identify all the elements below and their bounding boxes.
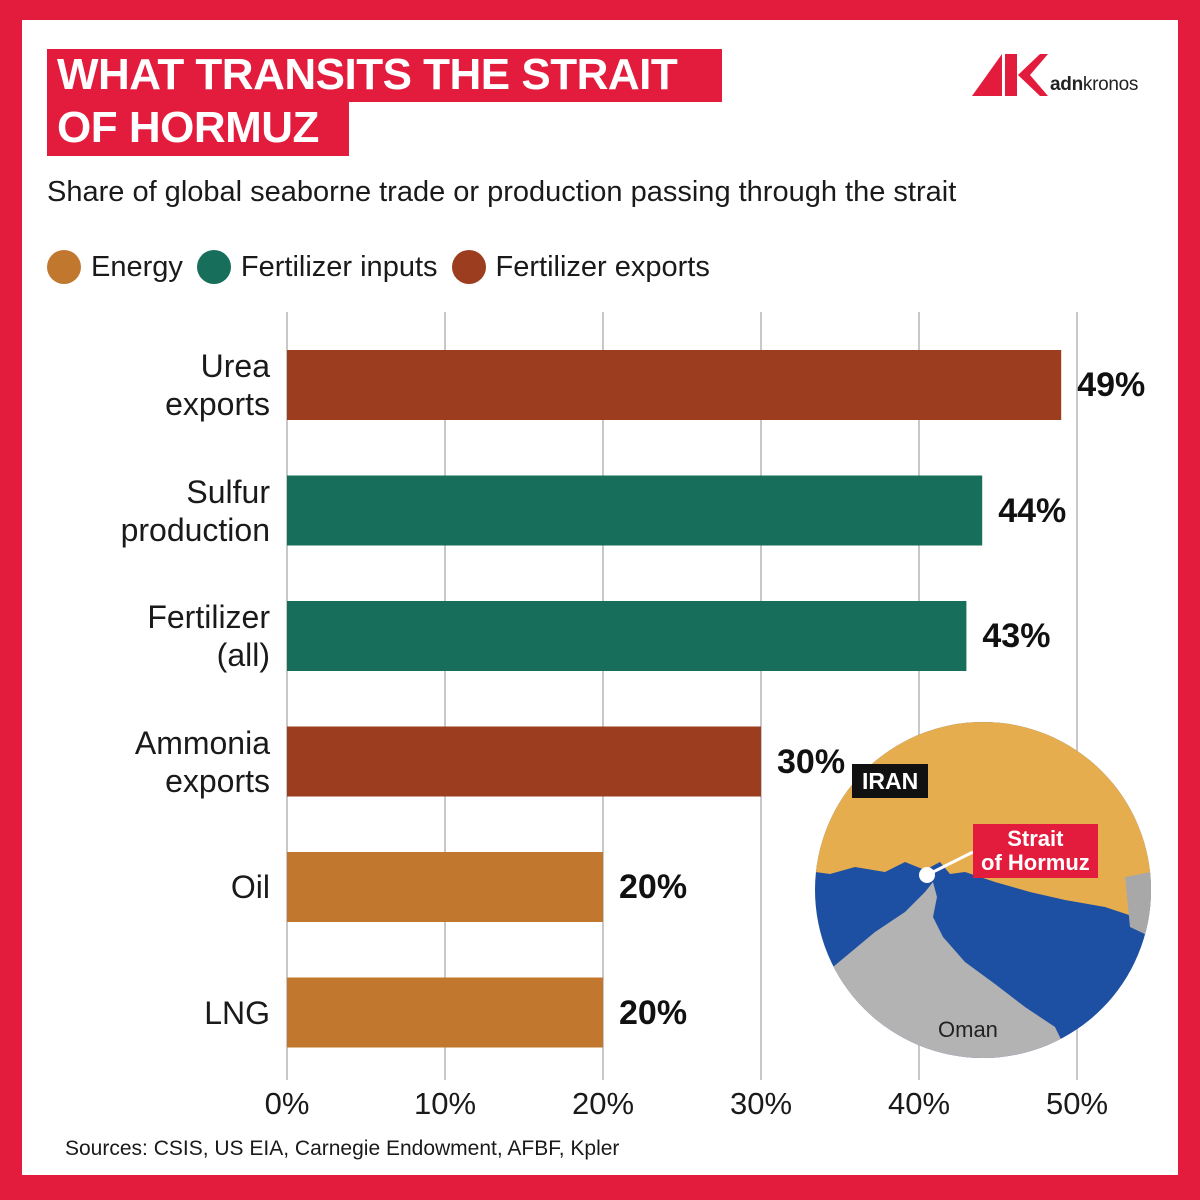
category-label: Fertilizer (all)	[147, 599, 270, 673]
value-label: 20%	[619, 868, 688, 906]
value-label: 30%	[777, 742, 846, 781]
chart-subtitle: Share of global seaborne trade or produc…	[47, 176, 957, 208]
bar-oil	[287, 852, 603, 922]
x-tick-label: 30%	[729, 1086, 793, 1121]
bar-lng	[287, 977, 603, 1048]
legend-item-fertilizer-exports: Fertilizer exports	[451, 250, 710, 284]
title-line-2: OF HORMUZ	[47, 102, 349, 156]
logo-wordmark: adnkronos	[1050, 74, 1139, 95]
legend-swatch-fertilizer-exports	[451, 250, 486, 284]
legend-swatch-energy	[47, 250, 81, 284]
ak-logo-icon	[972, 54, 1048, 96]
x-tick-label: 50%	[1045, 1086, 1109, 1121]
map-label-oman: Oman	[938, 1017, 998, 1042]
map-label-iran: IRAN	[852, 764, 929, 798]
bar-urea-exports	[287, 350, 1062, 420]
legend-label-energy: Energy	[91, 250, 183, 283]
title-line-1: WHAT TRANSITS THE STRAIT	[47, 49, 722, 102]
bar-fertilizer-all	[287, 601, 967, 671]
chart-legend: Energy Fertilizer inputs Fertilizer expo…	[47, 250, 724, 284]
legend-swatch-fertilizer-inputs	[196, 250, 231, 284]
x-tick-label: 20%	[571, 1086, 635, 1121]
category-label: Ammonia exports	[134, 724, 270, 799]
x-tick-label: 40%	[887, 1086, 951, 1121]
category-label: Oil	[230, 869, 270, 905]
legend-label-fertilizer-exports: Fertilizer exports	[495, 250, 710, 283]
legend-label-fertilizer-inputs: Fertilizer inputs	[240, 250, 438, 283]
sources-footnote: Sources: CSIS, US EIA, Carnegie Endowmen…	[65, 1137, 620, 1160]
x-tick-label: 0%	[264, 1086, 310, 1121]
category-label: LNG	[204, 994, 270, 1031]
adnkronos-logo: adnkronos	[972, 52, 1152, 98]
bar-sulfur-production	[287, 475, 983, 546]
value-label: 44%	[998, 491, 1067, 530]
bar-ammonia-exports	[287, 726, 761, 797]
x-tick-label: 10%	[413, 1086, 477, 1121]
category-label: Sulfur production	[120, 473, 270, 548]
map-label-strait: Strait of Hormuz	[973, 824, 1098, 878]
category-label: Urea exports	[165, 348, 270, 422]
legend-item-energy: Energy	[47, 250, 183, 284]
value-label: 20%	[619, 993, 688, 1032]
legend-item-fertilizer-inputs: Fertilizer inputs	[196, 250, 438, 284]
value-label: 49%	[1077, 366, 1146, 404]
value-label: 43%	[982, 617, 1051, 655]
